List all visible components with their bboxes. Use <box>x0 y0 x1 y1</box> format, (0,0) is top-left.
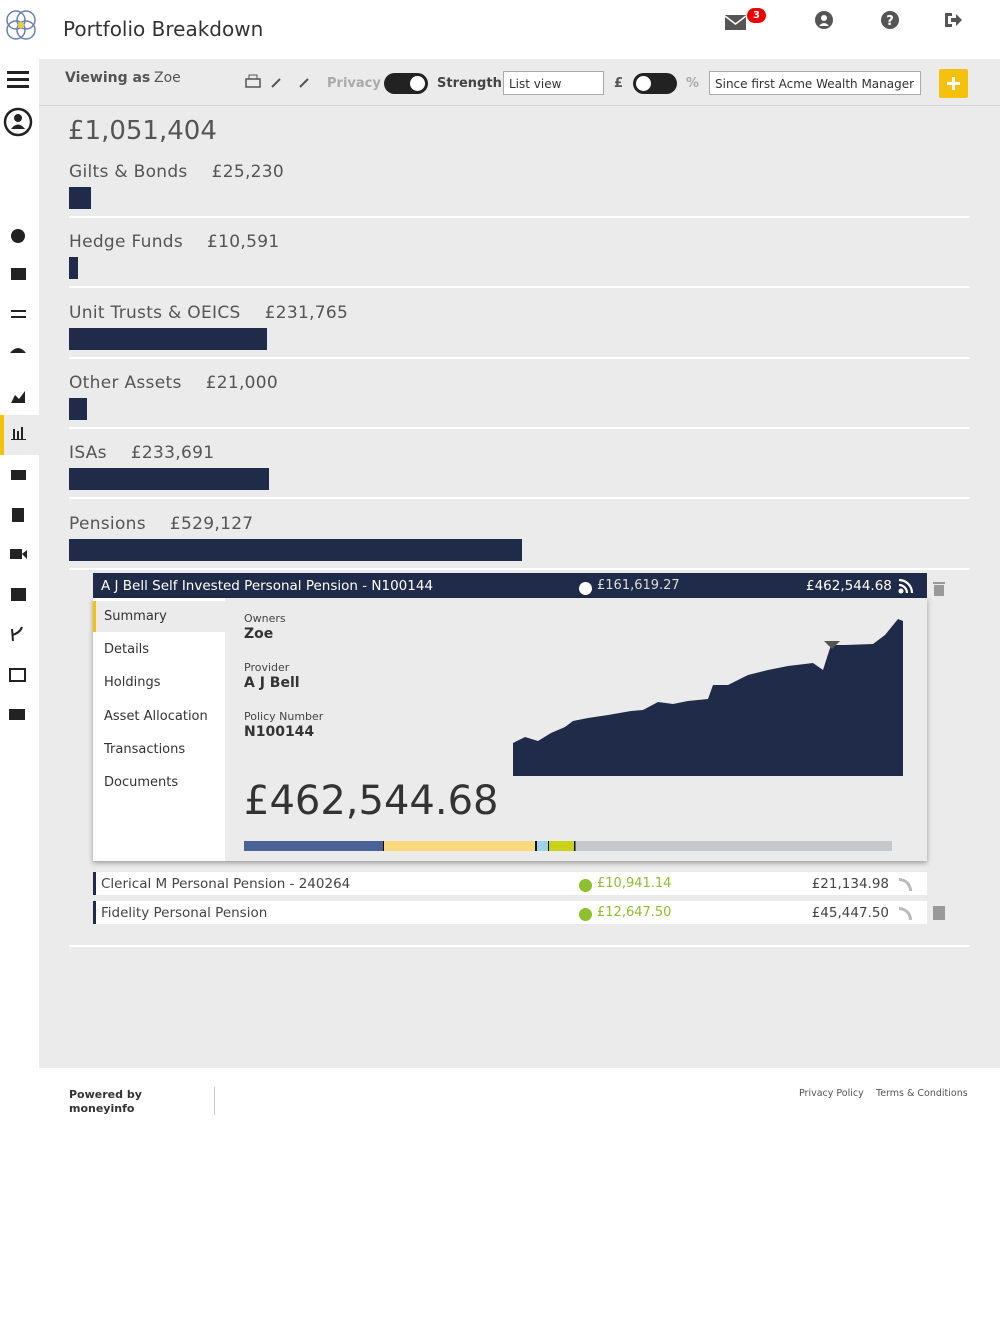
powered-by: Powered by <box>69 1088 142 1101</box>
policy-tab[interactable]: Documents <box>104 775 179 790</box>
unit-toggle[interactable] <box>633 73 677 94</box>
gain-icon <box>579 879 592 892</box>
footer-link[interactable]: Terms & Conditions <box>876 1088 968 1099</box>
viewing-as-value[interactable]: Zoe <box>154 70 181 86</box>
portfolio-total: £1,051,404 <box>68 116 217 146</box>
category-bar <box>69 397 87 420</box>
main-panel <box>39 59 1000 1068</box>
category-value: £529,127 <box>169 513 254 534</box>
separator <box>69 945 970 947</box>
tab-menu <box>93 598 225 861</box>
separator <box>69 497 970 500</box>
separator <box>69 356 970 359</box>
category-name: Unit Trusts & OEICS <box>69 302 241 323</box>
logo <box>6 10 36 40</box>
feed-icon[interactable] <box>899 878 912 891</box>
add-button[interactable] <box>939 69 968 98</box>
performance-chart <box>513 619 903 776</box>
category-bar <box>69 257 79 280</box>
strength-label: Strength <box>437 76 502 91</box>
category-value: £233,691 <box>130 443 215 464</box>
notification-badge: 3 <box>747 8 766 23</box>
policy-gain: £12,647.50 <box>597 904 672 920</box>
help-icon[interactable]: ? <box>881 11 899 29</box>
policy-gain: £161,619.27 <box>597 578 680 593</box>
category-bar <box>69 327 268 350</box>
privacy-toggle[interactable] <box>384 73 428 94</box>
category-name: Hedge Funds <box>69 232 184 253</box>
category-bar <box>69 187 91 209</box>
category-value: £231,765 <box>264 302 349 323</box>
category-name: Gilts & Bonds <box>69 162 188 182</box>
separator <box>69 426 970 429</box>
policy-name: Fidelity Personal Pension <box>101 904 268 921</box>
policy-tab[interactable]: Transactions <box>104 741 186 757</box>
user-icon[interactable] <box>815 11 833 29</box>
page-title: Portfolio Breakdown <box>63 17 264 41</box>
sidebar <box>0 71 39 720</box>
category-bar <box>69 538 522 561</box>
policy-value: £462,544.68 <box>806 578 892 594</box>
field-label: Policy Number <box>244 710 324 723</box>
privacy-label: Privacy <box>327 76 381 91</box>
category-name: ISAs <box>69 443 107 464</box>
viewing-as-label: Viewing as <box>65 70 151 86</box>
policy-row[interactable] <box>93 872 927 895</box>
policy-gain: £10,941.14 <box>597 876 672 891</box>
delete-icon[interactable] <box>933 906 945 920</box>
active-tab <box>93 601 225 632</box>
view-select[interactable]: List view <box>503 71 604 95</box>
footer-divider <box>214 1087 215 1115</box>
gain-icon <box>579 907 592 921</box>
toolbar-icons[interactable] <box>244 74 320 92</box>
feed-icon[interactable] <box>898 578 914 594</box>
svg-text:?: ? <box>886 14 894 29</box>
separator <box>69 567 970 570</box>
policy-value: £45,447.50 <box>811 904 889 921</box>
category-bar <box>69 468 270 491</box>
policy-row[interactable] <box>93 900 927 924</box>
separator <box>69 216 970 218</box>
field-label: Owners <box>244 612 286 625</box>
category-name: Other Assets <box>69 372 182 393</box>
policy-name: A J Bell Self Invested Personal Pension … <box>101 578 434 594</box>
logout-icon[interactable] <box>943 11 963 29</box>
field-value: A J Bell <box>244 675 300 691</box>
policy-tab[interactable]: Holdings <box>104 675 161 691</box>
footer-link[interactable]: Privacy Policy <box>799 1088 864 1099</box>
separator <box>69 286 970 289</box>
category-value: £10,591 <box>207 232 280 253</box>
field-label: Provider <box>244 661 290 674</box>
allocation-bar <box>244 841 892 851</box>
currency-label: £ <box>614 76 624 91</box>
period-select[interactable]: Since first Acme Wealth Manager <box>709 71 921 95</box>
category-name: Pensions <box>69 513 146 534</box>
category-value: £25,230 <box>211 162 284 182</box>
policy-name: Clerical M Personal Pension - 240264 <box>101 876 351 892</box>
gain-icon <box>579 582 592 595</box>
category-value: £21,000 <box>205 372 279 393</box>
policy-tab[interactable]: Details <box>104 642 150 658</box>
policy-header[interactable] <box>93 573 927 598</box>
delete-icon[interactable] <box>932 580 946 596</box>
policy-value-large: £462,544.68 <box>244 778 499 824</box>
feed-icon[interactable] <box>899 906 912 920</box>
percent-label: % <box>686 76 700 91</box>
field-value: Zoe <box>244 626 274 642</box>
policy-tab[interactable]: Asset Allocation <box>104 708 208 724</box>
policy-value: £21,134.98 <box>811 876 889 892</box>
field-value: N100144 <box>244 724 315 740</box>
policy-tab[interactable]: Summary <box>104 609 167 624</box>
brand: moneyinfo <box>69 1102 135 1115</box>
mail-icon[interactable] <box>724 13 748 31</box>
